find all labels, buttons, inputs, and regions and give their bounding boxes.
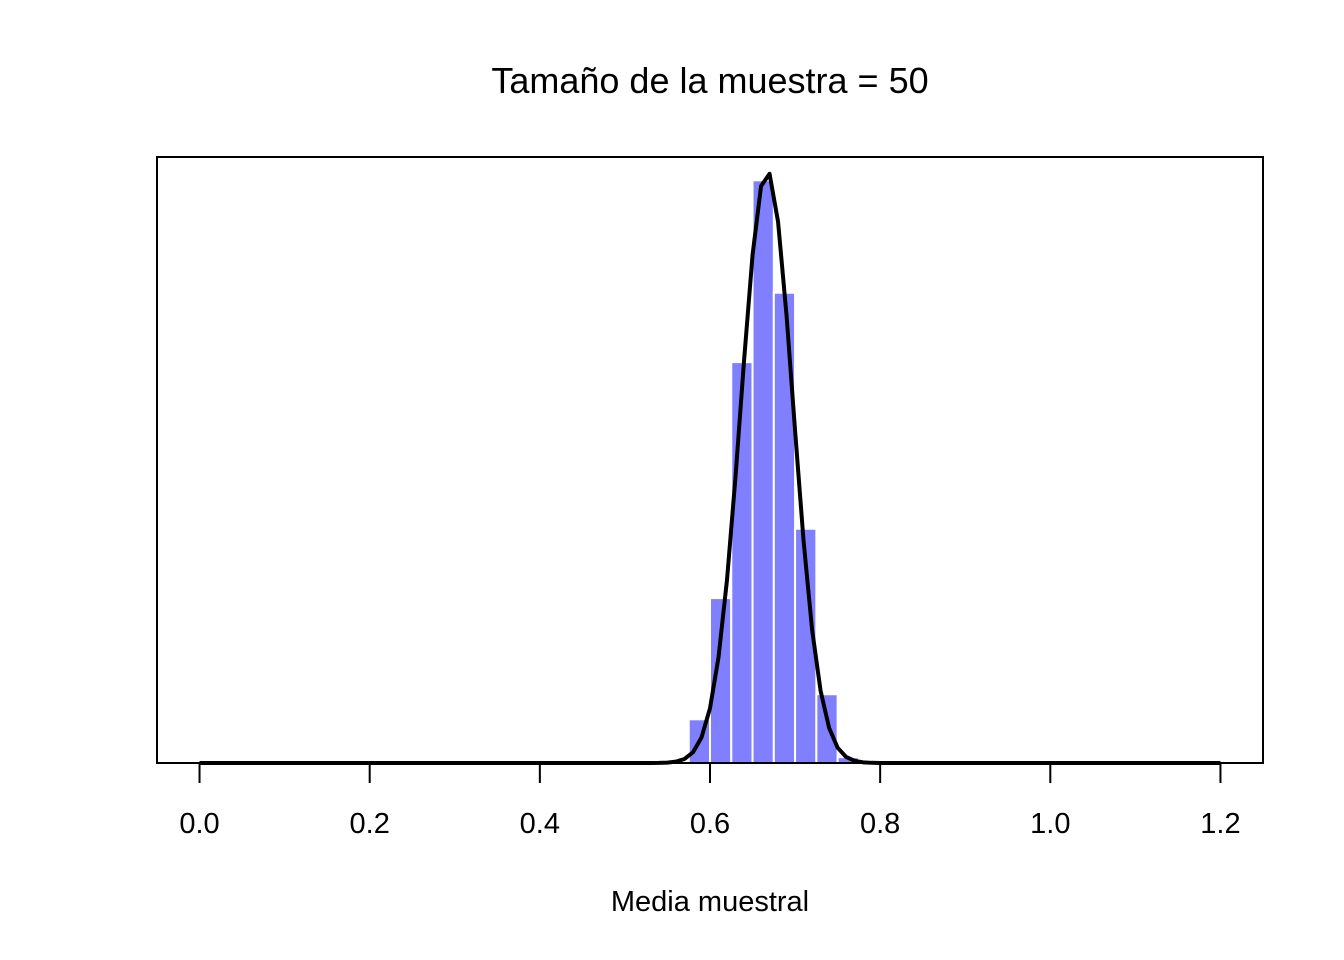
x-axis: 0.0 0.2 0.4 0.6 0.8 1.0 1.2 (179, 762, 1241, 840)
x-tick-label: 0.8 (860, 808, 900, 840)
histogram-bars (666, 179, 860, 765)
x-tick-label: 0.4 (520, 808, 560, 840)
x-tick-label: 0.2 (350, 808, 390, 840)
histogram-bar-3 (730, 361, 754, 764)
x-tick-label: 1.0 (1030, 808, 1070, 840)
x-axis-label: Media muestral (611, 886, 809, 918)
x-tick-label: 0.6 (690, 808, 730, 840)
histogram-bar-7 (815, 693, 839, 764)
x-tick-label: 1.2 (1200, 808, 1240, 840)
x-tick-label: 0.0 (179, 808, 219, 840)
chart-title: Tamaño de la muestra = 50 (491, 60, 928, 101)
histogram-bar-4 (751, 179, 775, 765)
